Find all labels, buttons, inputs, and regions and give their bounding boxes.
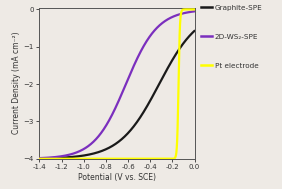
Y-axis label: Current Density (mA cm⁻²): Current Density (mA cm⁻²) (12, 32, 21, 134)
X-axis label: Potential (V vs. SCE): Potential (V vs. SCE) (78, 173, 156, 182)
Legend: Graphite-SPE, 2D-WS₂-SPE, Pt electrode: Graphite-SPE, 2D-WS₂-SPE, Pt electrode (201, 5, 262, 69)
